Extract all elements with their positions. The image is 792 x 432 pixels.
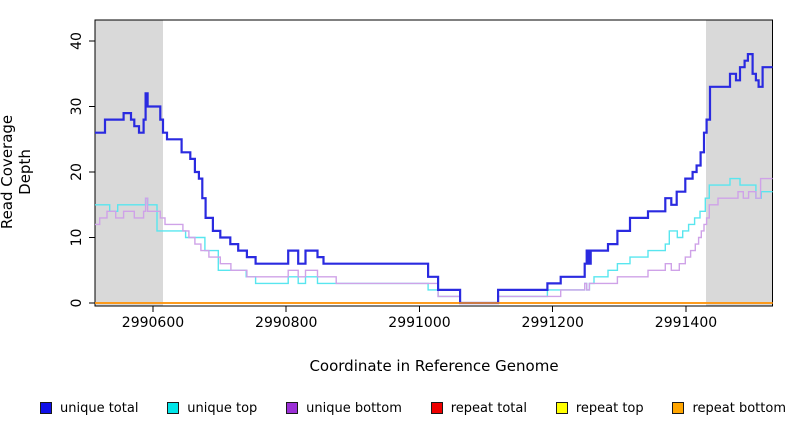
legend-item-unique-top: unique top — [167, 401, 257, 416]
legend-label: unique bottom — [306, 400, 402, 416]
legend-swatch-unique-bottom — [286, 402, 299, 414]
legend-swatch-repeat-bottom — [672, 402, 685, 414]
x-tick-label: 2990600 — [122, 315, 184, 331]
x-tick-label: 2990800 — [255, 315, 317, 331]
shaded-region — [705, 20, 773, 306]
legend-item-repeat-top: repeat top — [555, 400, 644, 416]
legend-label: unique total — [60, 400, 139, 416]
legend-item-unique-bottom: unique bottom — [286, 401, 402, 416]
legend-label: repeat bottom — [692, 400, 786, 416]
legend-swatch-unique-top — [167, 402, 180, 414]
legend-item-repeat-bottom: repeat bottom — [672, 401, 786, 416]
legend-swatch-unique-total — [40, 402, 52, 414]
y-axis-label: Read Coverage Depth — [0, 114, 34, 230]
y-tick-label: 10 — [69, 229, 85, 247]
legend-label: unique top — [187, 400, 258, 416]
legend-label: repeat total — [450, 400, 527, 416]
legend: unique total unique top unique bottom repea… — [40, 397, 786, 419]
legend-item-unique-total: unique total — [40, 401, 138, 416]
series-line-unique-total — [95, 53, 773, 305]
legend-item-repeat-total: repeat total — [430, 400, 527, 416]
y-tick-label: 20 — [69, 163, 85, 181]
coverage-plot: 2990600 2990800 2991000 2991200 2991400 0 10 20… — [69, 19, 774, 331]
x-axis-label: Coordinate in Reference Genome — [309, 357, 559, 375]
x-tick-label: 2991000 — [388, 315, 450, 331]
x-tick-label: 2991200 — [522, 315, 584, 331]
legend-swatch-repeat-top — [555, 402, 568, 414]
x-tick-label: 2991400 — [655, 315, 717, 331]
plot-border — [94, 19, 774, 307]
legend-label: repeat top — [575, 400, 644, 416]
y-tick-label: 40 — [69, 32, 85, 50]
y-tick-label: 0 — [69, 299, 85, 308]
legend-swatch-repeat-total — [430, 402, 443, 414]
shaded-region — [95, 20, 163, 306]
y-tick-label: 30 — [69, 98, 85, 116]
